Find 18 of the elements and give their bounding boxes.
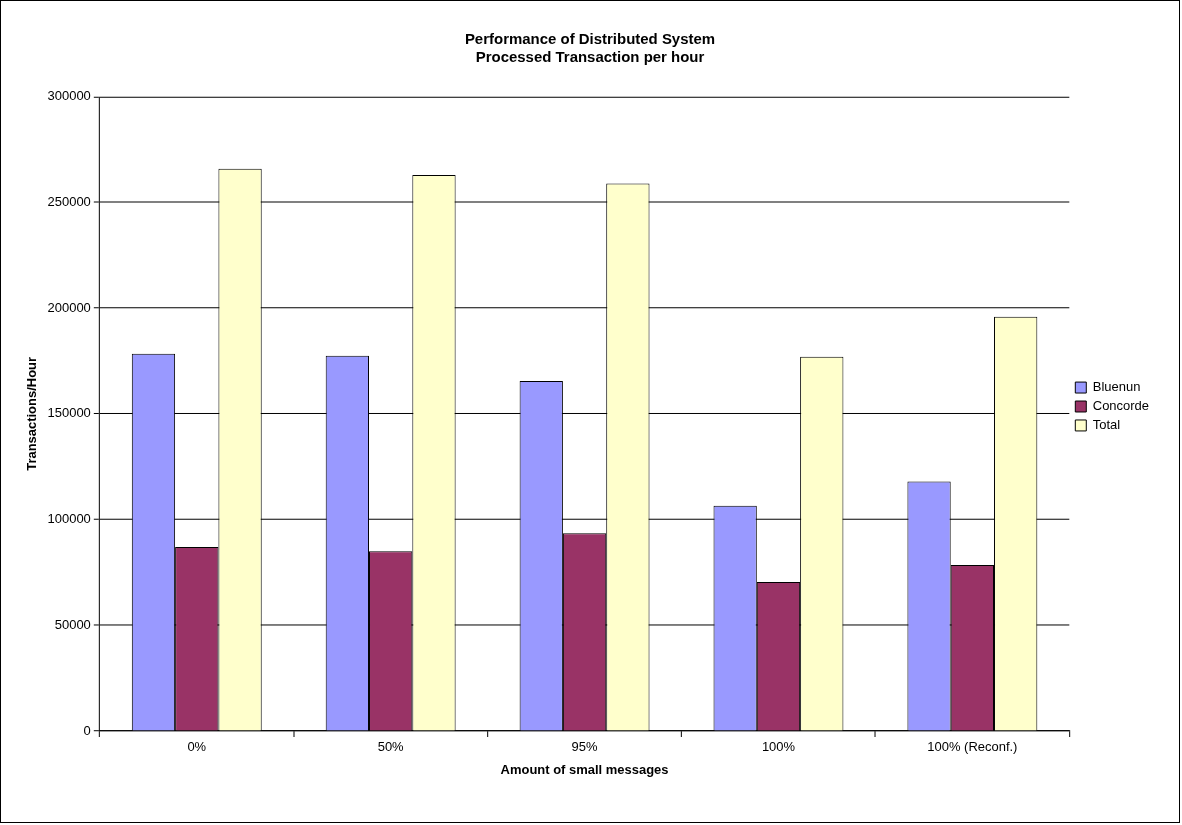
x-tick-label: 50% xyxy=(377,739,405,755)
y-tick-label: 100000 xyxy=(47,511,91,527)
legend-label: Total xyxy=(1092,417,1121,433)
x-tick-label: 95% xyxy=(571,739,599,755)
y-tick-label: 200000 xyxy=(47,299,91,315)
x-tick-label: 0% xyxy=(187,739,207,755)
y-axis-title: Transactions/Hour xyxy=(24,356,40,471)
x-axis-title: Amount of small messages xyxy=(500,761,669,777)
y-tick-label: 300000 xyxy=(47,88,91,104)
y-tick-label: 250000 xyxy=(47,194,91,210)
y-tick-label: 50000 xyxy=(54,616,91,632)
x-tick-label: 100% xyxy=(761,739,796,755)
x-tick-label: 100% (Reconf.) xyxy=(927,739,1018,755)
y-tick-label: 150000 xyxy=(47,405,91,421)
legend-label: Bluenun xyxy=(1092,379,1141,395)
legend-label: Concorde xyxy=(1092,398,1150,414)
chart-title: Performance of Distributed System Processed Transaction per hour xyxy=(464,30,716,65)
y-tick-label: 0 xyxy=(83,722,91,738)
